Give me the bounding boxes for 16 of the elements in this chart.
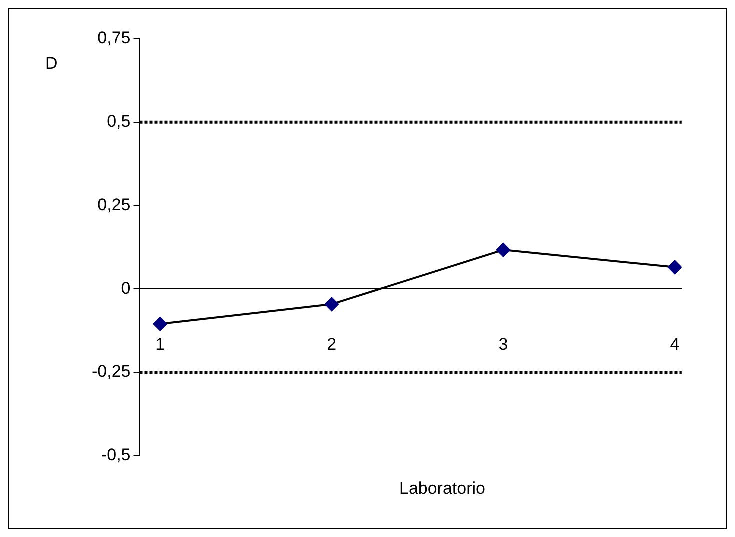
x-axis-title: Laboratorio: [398, 479, 486, 499]
y-tick-label: 0,75: [98, 28, 131, 48]
x-tick-label: 1: [156, 334, 166, 354]
x-tick-label: 3: [498, 334, 508, 354]
y-tick-label: 0: [121, 278, 131, 298]
y-tick-label: -0,5: [101, 445, 131, 464]
x-tick-label: 2: [327, 334, 337, 354]
point: [668, 260, 682, 274]
point: [324, 297, 339, 312]
point: [153, 317, 168, 332]
point: [496, 243, 510, 258]
y-tick-label: -0,25: [92, 362, 131, 382]
x-tick-label: 4: [670, 334, 680, 354]
y-axis-title: D: [45, 54, 58, 73]
y-tick-label: 0,25: [98, 195, 131, 214]
y-tick-label: 0,5: [107, 112, 131, 132]
